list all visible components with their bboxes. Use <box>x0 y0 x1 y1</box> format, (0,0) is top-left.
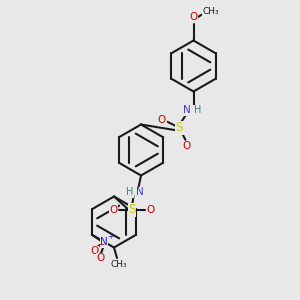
Text: S: S <box>128 203 136 216</box>
Text: O: O <box>189 12 198 22</box>
Text: S: S <box>176 121 183 134</box>
Text: H: H <box>194 105 201 116</box>
Text: N: N <box>100 237 108 247</box>
Text: H: H <box>126 187 133 197</box>
Text: O: O <box>183 141 191 152</box>
Text: O: O <box>90 246 98 256</box>
Text: O: O <box>109 205 118 215</box>
Text: −: − <box>97 240 104 249</box>
Text: O: O <box>97 253 105 263</box>
Text: N: N <box>183 105 191 116</box>
Text: O: O <box>146 205 155 215</box>
Text: N: N <box>136 187 143 197</box>
Text: CH₃: CH₃ <box>110 260 127 269</box>
Text: O: O <box>158 115 166 125</box>
Text: CH₃: CH₃ <box>202 7 219 16</box>
Text: +: + <box>107 232 113 241</box>
